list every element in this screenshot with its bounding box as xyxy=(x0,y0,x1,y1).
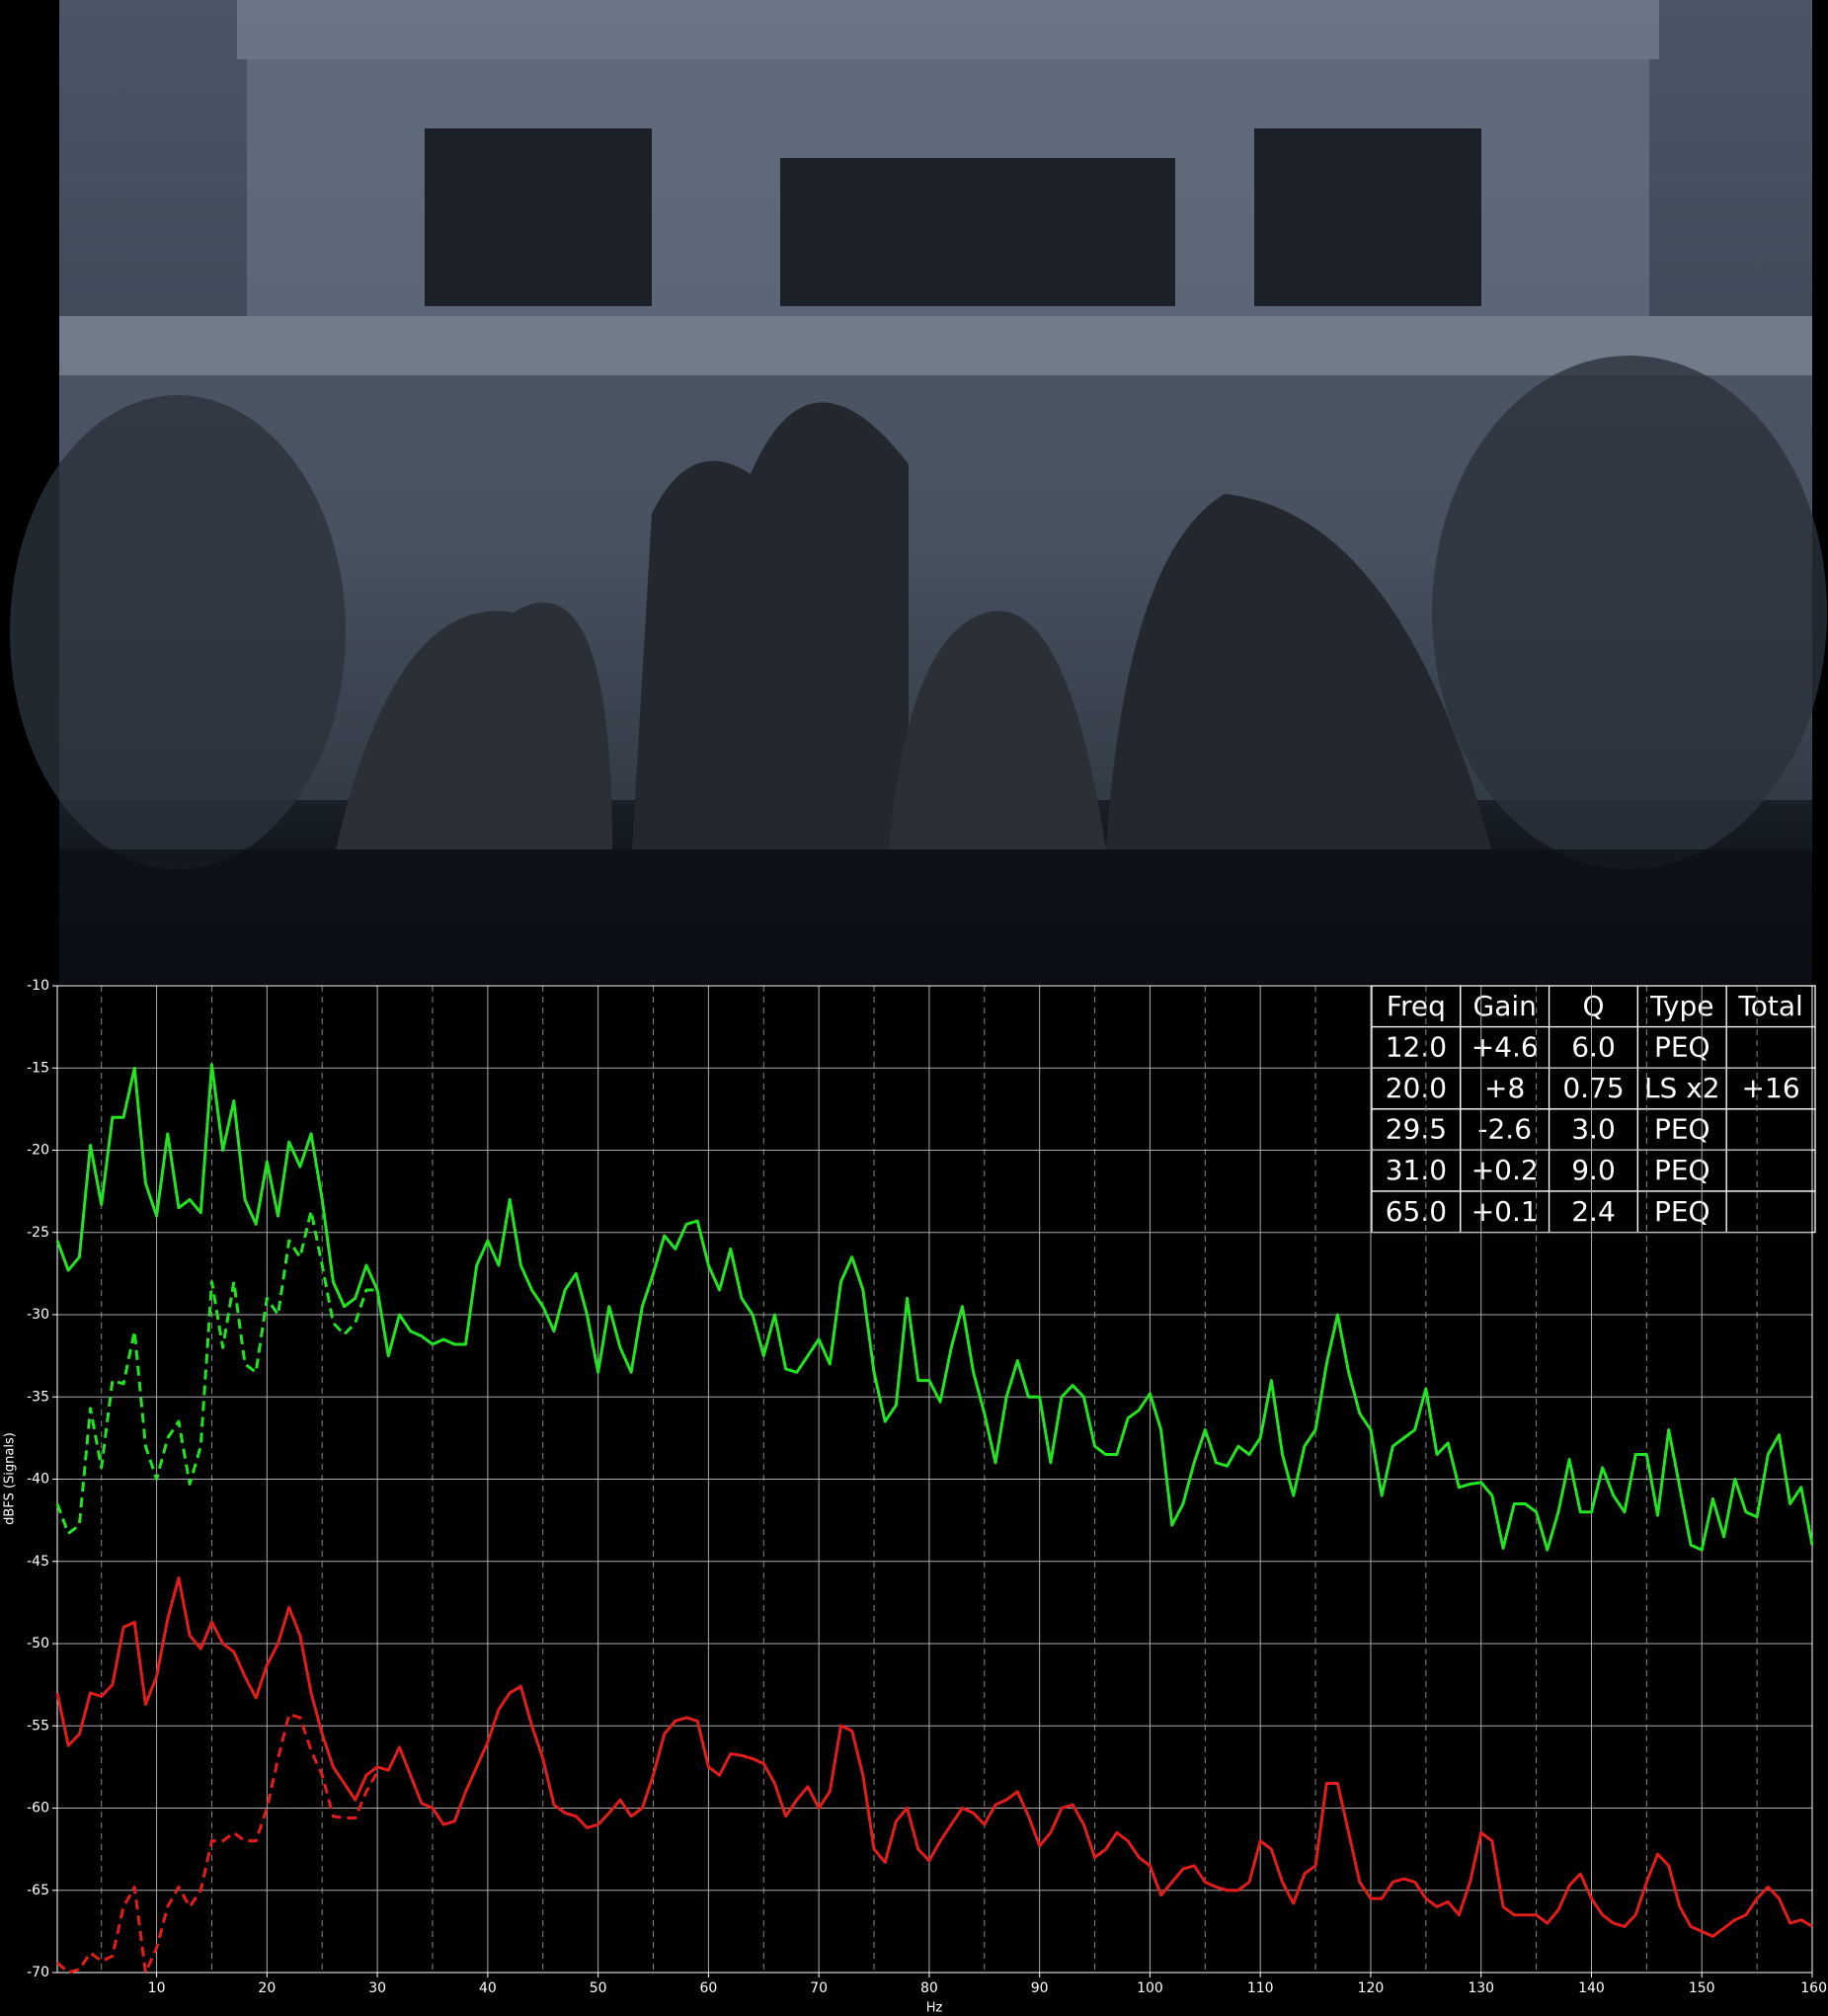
table-cell xyxy=(1460,1190,1550,1234)
table-cell xyxy=(1460,1108,1550,1152)
y-tick-label: -50 xyxy=(27,1636,49,1652)
table-value: +0.1 xyxy=(1471,1195,1539,1228)
y-tick-label: -55 xyxy=(27,1718,49,1734)
table-value: 12.0 xyxy=(1386,1030,1447,1063)
table-cell xyxy=(1725,1149,1816,1192)
y-tick-label: -10 xyxy=(27,978,49,994)
y-tick-label: -65 xyxy=(27,1883,49,1898)
table-cell xyxy=(1460,1025,1550,1069)
table-cell xyxy=(1371,1067,1462,1110)
table-cell xyxy=(1636,1067,1727,1110)
y-tick-label: -35 xyxy=(27,1389,49,1405)
table-value: PEQ xyxy=(1654,1113,1710,1146)
x-tick-label: 30 xyxy=(368,1980,386,1996)
table-value: 20.0 xyxy=(1386,1072,1447,1104)
table-header: Total xyxy=(1737,990,1802,1022)
y-tick-label: -40 xyxy=(27,1472,49,1488)
x-axis-label: Hz xyxy=(926,2001,943,2016)
table-value: 29.5 xyxy=(1386,1113,1447,1146)
x-tick-label: 80 xyxy=(920,1980,938,1996)
table-value: 9.0 xyxy=(1571,1154,1616,1186)
y-tick-label: -15 xyxy=(27,1060,49,1076)
table-cell xyxy=(1725,1190,1816,1234)
series-line xyxy=(55,1575,1813,1938)
x-tick-label: 20 xyxy=(258,1980,276,1996)
y-tick-label: -70 xyxy=(27,1965,49,1980)
table-cell xyxy=(1725,1067,1816,1110)
series-line xyxy=(55,1063,1814,1552)
y-tick-label: -45 xyxy=(27,1554,49,1570)
plot-frame xyxy=(56,985,1813,1974)
table-header: Type xyxy=(1649,990,1713,1022)
y-tick-label: -60 xyxy=(27,1801,49,1816)
table-value: 31.0 xyxy=(1386,1154,1447,1186)
table-cell xyxy=(1725,1108,1816,1152)
x-tick-label: 110 xyxy=(1247,1980,1274,1996)
table-value: 3.0 xyxy=(1571,1113,1616,1146)
x-tick-label: 130 xyxy=(1468,1980,1494,1996)
x-tick-label: 160 xyxy=(1800,1980,1827,1996)
x-tick-label: 60 xyxy=(699,1980,717,1996)
table-cell xyxy=(1371,985,1462,1028)
table-value: PEQ xyxy=(1654,1195,1710,1228)
table-header: Freq xyxy=(1387,990,1446,1022)
x-tick-label: 40 xyxy=(479,1980,497,1996)
series-line xyxy=(56,1713,379,1975)
table-value: PEQ xyxy=(1654,1154,1710,1186)
table-value: 65.0 xyxy=(1386,1195,1447,1228)
series-line xyxy=(55,1209,378,1535)
table-value: -2.6 xyxy=(1477,1113,1532,1146)
table-value: PEQ xyxy=(1654,1030,1710,1063)
filter-table: Freq Gain Q Type Total 12.0 +4.6 6.0 PEQ 20.0 +8 0.… xyxy=(1371,985,1816,1234)
table-cell xyxy=(1548,1190,1639,1234)
y-tick-label: -25 xyxy=(27,1225,49,1241)
x-tick-label: 50 xyxy=(590,1980,607,1996)
x-tick-label: 100 xyxy=(1137,1980,1163,1996)
table-value: +16 xyxy=(1742,1072,1800,1104)
x-tick-label: 10 xyxy=(148,1980,166,1996)
x-tick-label: 70 xyxy=(810,1980,828,1996)
table-value: +8 xyxy=(1484,1072,1525,1104)
table-cell xyxy=(1460,1149,1550,1192)
table-cell xyxy=(1371,1190,1462,1234)
table-cell xyxy=(1636,1025,1727,1069)
x-tick-label: 120 xyxy=(1358,1980,1385,1996)
x-tick-label: 140 xyxy=(1578,1980,1605,1996)
y-tick-label: -20 xyxy=(27,1143,49,1159)
table-value: +0.2 xyxy=(1471,1154,1539,1186)
grid xyxy=(57,985,1813,1974)
x-tick-label: 90 xyxy=(1031,1980,1049,1996)
table-cell xyxy=(1548,1067,1639,1110)
table-cell xyxy=(1371,1108,1462,1152)
table-value: 2.4 xyxy=(1571,1195,1616,1228)
table-cell xyxy=(1636,1108,1727,1152)
table-value: LS x2 xyxy=(1644,1072,1720,1104)
poster-image xyxy=(10,0,1827,984)
table-header: Q xyxy=(1582,990,1604,1022)
table-cell xyxy=(1548,1108,1639,1152)
y-tick-label: -30 xyxy=(27,1307,49,1323)
table-value: 0.75 xyxy=(1562,1072,1624,1104)
y-axis-label: dBFS (Signals) xyxy=(3,1432,18,1525)
table-value: 6.0 xyxy=(1571,1030,1616,1063)
table-cell xyxy=(1725,1025,1816,1069)
x-tick-label: 150 xyxy=(1689,1980,1715,1996)
table-header: Gain xyxy=(1473,990,1537,1022)
table-value: +4.6 xyxy=(1471,1030,1539,1063)
table-cell xyxy=(1548,1025,1639,1069)
